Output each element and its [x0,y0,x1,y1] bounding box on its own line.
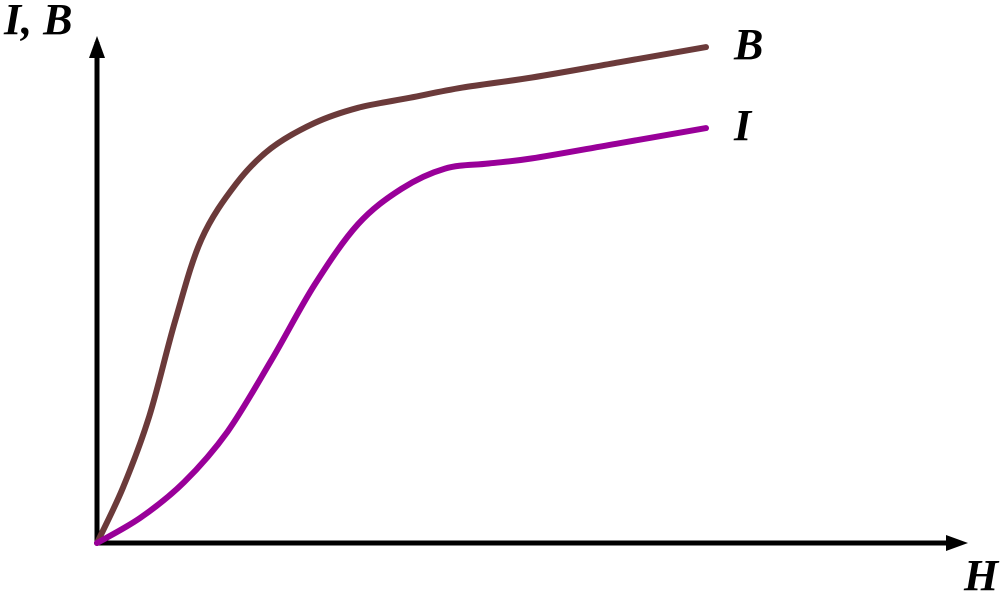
series-label-i: I [733,101,753,150]
series-label-b: B [733,20,763,69]
x-axis-arrow-icon [946,535,968,551]
series-layer: BI [94,20,763,546]
y-axis-arrow-icon [89,36,105,58]
y-axis-label: I, B [3,0,72,44]
series-line-i [94,125,709,546]
series-line-b [94,44,709,546]
x-axis-label: H [963,551,1000,594]
